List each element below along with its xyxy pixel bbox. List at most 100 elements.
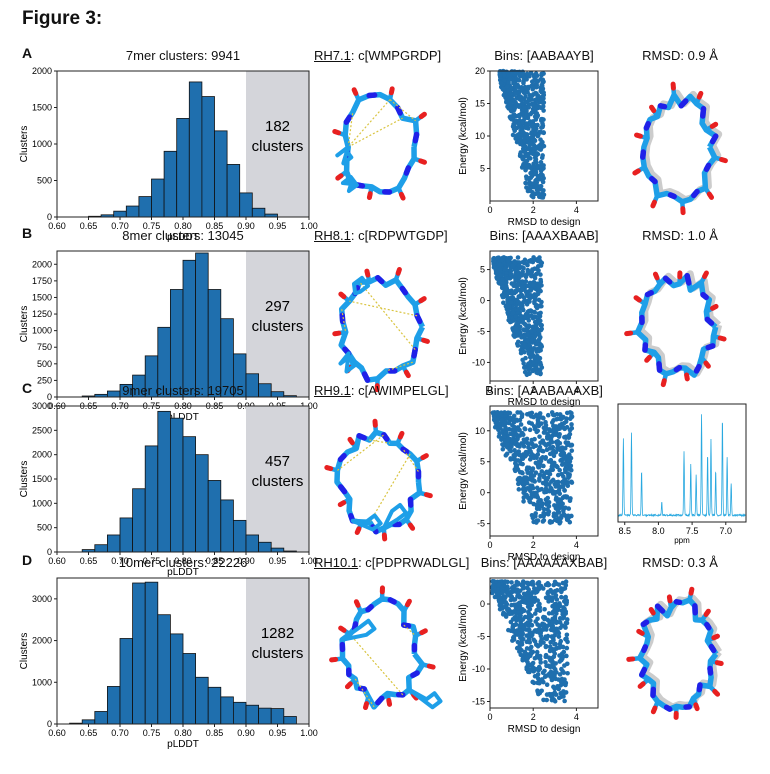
rmsd-title: RMSD: 0.3 Å <box>610 555 750 570</box>
peptide-sequence: : c[RDPWTGDP] <box>351 228 448 243</box>
scatter-point <box>559 658 564 663</box>
nitrogen-atom <box>710 668 711 673</box>
scatter-point <box>526 587 531 592</box>
nitrogen-atom <box>648 293 652 295</box>
scatter-point <box>557 468 562 473</box>
y-tick-label: 0 <box>480 296 485 306</box>
scatter-point <box>514 605 519 610</box>
scatter-point <box>542 518 547 523</box>
scatter-point <box>529 475 534 480</box>
oxygen-atom <box>663 381 664 385</box>
scatter-point <box>506 628 511 633</box>
oxygen-atom <box>696 705 697 709</box>
scatter-point <box>519 583 524 588</box>
scatter-point <box>565 617 570 622</box>
nitrogen-atom <box>707 165 709 169</box>
y-tick-label: 2000 <box>32 66 52 76</box>
scatter-point <box>542 607 547 612</box>
nitrogen-atom <box>708 346 713 348</box>
histogram-bar <box>133 489 146 552</box>
scatter-point <box>506 410 511 415</box>
x-axis-label: ppm <box>674 536 690 545</box>
scatter-point <box>534 332 539 337</box>
scatter-point <box>559 595 564 600</box>
scatter-point <box>529 351 534 356</box>
y-tick-label: 10 <box>475 131 485 141</box>
scatter-point <box>503 600 508 605</box>
histogram-bar <box>196 253 209 397</box>
nitrogen-atom <box>340 456 344 460</box>
scatter-point <box>555 684 560 689</box>
nitrogen-atom <box>652 179 655 182</box>
scatter-point <box>537 434 542 439</box>
peptide-code: RH7.1 <box>314 48 351 63</box>
nitrogen-atom <box>346 117 349 122</box>
y-axis-label: Energy (kcal/mol) <box>458 97 469 175</box>
scatter-point <box>565 425 570 430</box>
y-tick-label: -5 <box>477 632 485 642</box>
nitrogen-atom <box>341 487 345 492</box>
peptide-sequence: : c[PDPRWADLGL] <box>358 555 469 570</box>
scatter-point <box>512 610 517 615</box>
scatter-point <box>538 173 543 178</box>
scatter-point <box>536 452 541 457</box>
scatter-point <box>524 90 529 95</box>
scatter-point <box>529 603 534 608</box>
nitrogen-atom <box>355 624 356 629</box>
oxygen-atom <box>369 194 370 198</box>
scatter-point <box>527 628 532 633</box>
y-tick-label: 500 <box>37 359 52 369</box>
scatter-point <box>540 155 545 160</box>
nitrogen-atom <box>365 374 368 380</box>
oxygen-atom <box>350 439 352 442</box>
scatter-point <box>530 680 535 685</box>
scatter-point <box>521 361 526 366</box>
histogram-bar <box>114 211 127 217</box>
scatter-point <box>527 441 532 446</box>
shade-unit: clusters <box>252 473 304 490</box>
nitrogen-atom <box>414 350 415 356</box>
scatter-point <box>548 446 553 451</box>
oxygen-atom <box>714 636 718 638</box>
scatter-point <box>545 624 550 629</box>
histogram-bar <box>164 151 177 217</box>
scatter-point <box>524 279 529 284</box>
scatter-point <box>512 124 517 129</box>
scatter-point <box>526 581 531 586</box>
y-tick-label: 750 <box>37 342 52 352</box>
scatter-point <box>552 673 557 678</box>
nitrogen-atom <box>644 647 645 650</box>
oxygen-atom <box>335 333 339 334</box>
histogram-bar <box>120 518 133 552</box>
scatter-point <box>513 104 518 109</box>
y-tick-label: 2500 <box>32 425 52 435</box>
panel-letter: A <box>22 45 32 61</box>
bins-title: Bins: [AAAXBAAB] <box>480 228 608 243</box>
scatter-point <box>536 692 541 697</box>
overlay-structure <box>610 574 750 734</box>
scatter-point <box>557 486 562 491</box>
y-tick-label: 1750 <box>32 276 52 286</box>
scatter-point <box>561 474 566 479</box>
histogram-bar <box>120 638 133 724</box>
scatter-point <box>564 681 569 686</box>
scatter-point <box>538 137 543 142</box>
scatter-point <box>563 505 568 510</box>
scatter-point <box>558 441 563 446</box>
x-tick-label: 2 <box>531 205 536 215</box>
histogram-bar <box>170 634 183 724</box>
histogram-bar <box>259 708 272 724</box>
histogram-bar <box>196 455 209 552</box>
scatter-point <box>533 590 538 595</box>
scatter-point <box>517 300 522 305</box>
oxygen-atom <box>335 132 339 133</box>
scatter-point <box>513 461 518 466</box>
scatter-point <box>509 580 514 585</box>
scatter-point <box>533 514 538 519</box>
scatter-point <box>562 650 567 655</box>
scatter-point <box>525 327 530 332</box>
scatter-point <box>531 164 536 169</box>
scatter-point <box>532 295 537 300</box>
histogram-bar <box>95 545 108 552</box>
